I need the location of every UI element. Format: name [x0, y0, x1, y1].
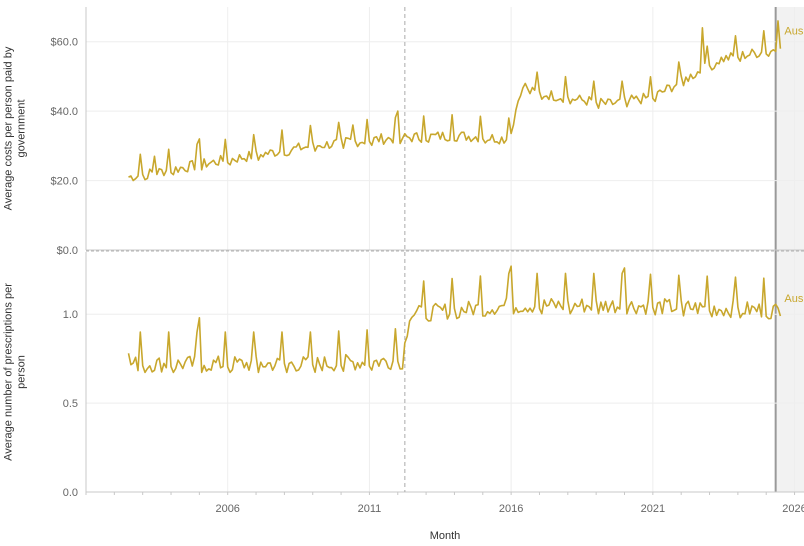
y-tick-label: $20.0: [50, 176, 78, 188]
y-tick-label: 0.0: [63, 487, 78, 499]
series-end-label: Aus: [784, 293, 803, 305]
y-tick-label: $40.0: [50, 106, 78, 118]
series-end-label: Aus: [784, 26, 803, 38]
y-tick-label: 0.5: [63, 398, 78, 410]
series-line-aus: [127, 265, 782, 374]
y-axis-title: Average costs per person paid bygovernme…: [3, 46, 28, 210]
x-tick-label: 2006: [215, 503, 239, 515]
x-tick-label: 2021: [641, 503, 665, 515]
y-tick-label: $0.0: [57, 245, 78, 257]
y-axis-title: Average number of prescriptions perperso…: [3, 283, 28, 461]
x-axis-title: Month: [430, 530, 461, 542]
y-tick-label: 1.0: [63, 309, 78, 321]
series-line-aus: [128, 20, 782, 182]
y-tick-label: $60.0: [50, 37, 78, 49]
x-tick-label: 2011: [358, 503, 382, 515]
x-tick-label: 2016: [499, 503, 523, 515]
x-tick-label: 2026: [782, 503, 804, 515]
